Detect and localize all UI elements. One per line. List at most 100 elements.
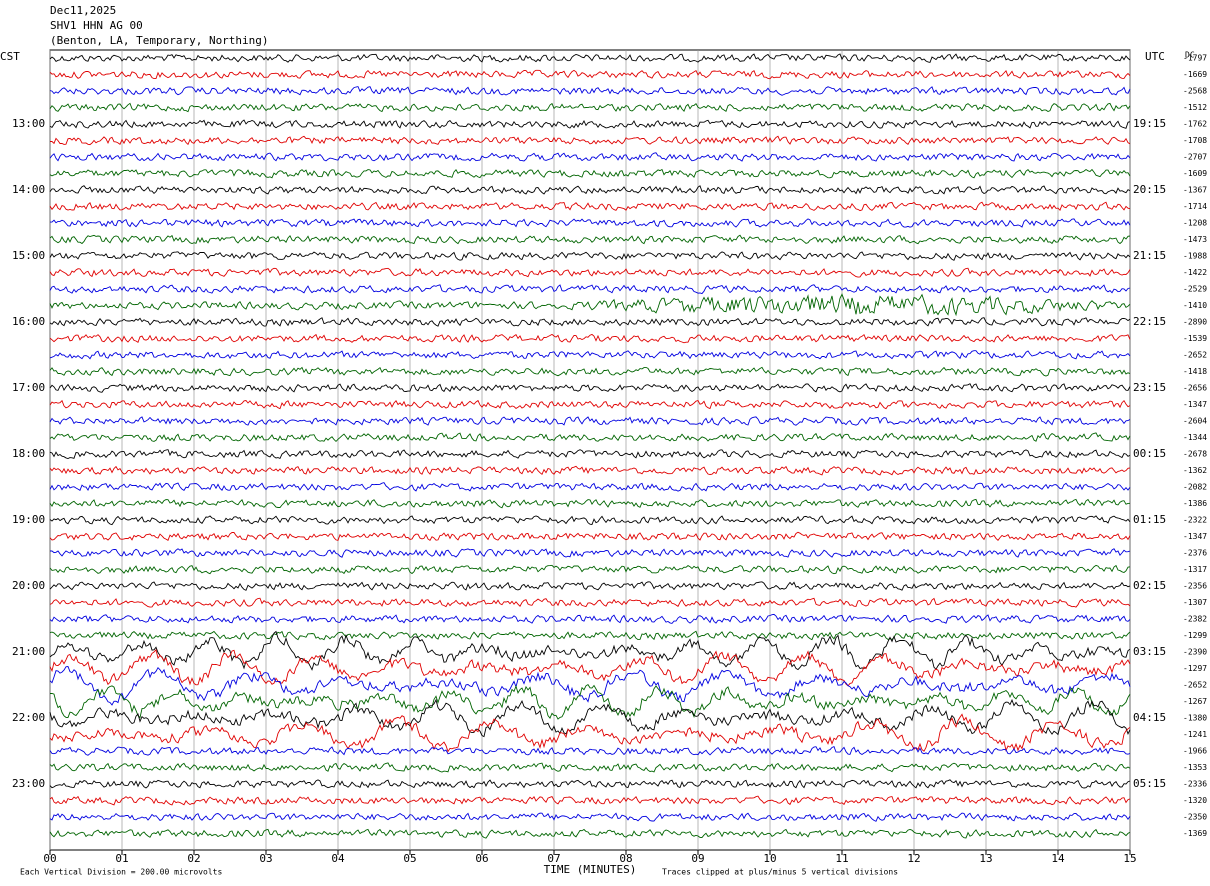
dc-offset: -2336 <box>1183 780 1207 789</box>
trace <box>49 152 1131 162</box>
dc-offset: -1418 <box>1183 367 1207 376</box>
left-time: 20:00 <box>12 579 45 592</box>
trace <box>49 399 1131 410</box>
x-tick-label: 06 <box>475 852 488 865</box>
x-tick-label: 09 <box>691 852 704 865</box>
dc-offset: -2707 <box>1183 153 1207 162</box>
dc-offset: -1539 <box>1183 334 1207 343</box>
trace <box>49 350 1131 360</box>
trace <box>49 581 1131 591</box>
grid <box>49 50 1131 855</box>
trace <box>49 498 1131 509</box>
dc-offset: -1307 <box>1183 598 1207 607</box>
trace <box>49 465 1131 476</box>
dc-offset: -1473 <box>1183 235 1207 244</box>
x-tick-label: 07 <box>547 852 560 865</box>
dc-offset: -1347 <box>1183 532 1207 541</box>
x-tick-label: 15 <box>1123 852 1136 865</box>
dc-offset: -2322 <box>1183 516 1207 525</box>
dc-offset: -1297 <box>1183 664 1207 673</box>
x-tick-label: 05 <box>403 852 416 865</box>
dc-offset: -1241 <box>1183 730 1207 739</box>
dc-offset: -1512 <box>1183 103 1207 112</box>
dc-offset: -2082 <box>1183 483 1207 492</box>
dc-offset: -2652 <box>1183 681 1207 690</box>
dc-offset: -1299 <box>1183 631 1207 640</box>
dc-offset: -2678 <box>1183 450 1207 459</box>
dc-offset: -1320 <box>1183 796 1207 805</box>
trace <box>49 812 1131 822</box>
trace <box>49 613 1131 624</box>
dc-offset: -2529 <box>1183 285 1207 294</box>
date: Dec11,2025 <box>50 4 116 17</box>
left-time: 13:00 <box>12 117 45 130</box>
dc-offset: -1208 <box>1183 219 1207 228</box>
dc-offset: -1369 <box>1183 829 1207 838</box>
trace <box>49 482 1131 492</box>
right-time: 03:15 <box>1133 645 1166 658</box>
dc-offset: -1353 <box>1183 763 1207 772</box>
right-time: 01:15 <box>1133 513 1166 526</box>
dc-offset: -1367 <box>1183 186 1207 195</box>
trace <box>49 762 1131 773</box>
trace <box>49 683 1131 720</box>
trace <box>49 630 1131 671</box>
left-time: 23:00 <box>12 777 45 790</box>
dc-offset: -1380 <box>1183 714 1207 723</box>
dc-offset: -2356 <box>1183 582 1207 591</box>
dc-offset: -1410 <box>1183 301 1207 310</box>
dc-offset: -2604 <box>1183 417 1207 426</box>
trace <box>49 630 1131 641</box>
right-time: 23:15 <box>1133 381 1166 394</box>
trace <box>49 267 1131 278</box>
trace <box>49 185 1131 195</box>
location: (Benton, LA, Temporary, Northing) <box>50 34 269 47</box>
right-time: 20:15 <box>1133 183 1166 196</box>
right-time: 00:15 <box>1133 447 1166 460</box>
x-tick-label: 00 <box>43 852 56 865</box>
dc-offset: -1422 <box>1183 268 1207 277</box>
left-time: 17:00 <box>12 381 45 394</box>
dc-offset: -1362 <box>1183 466 1207 475</box>
x-tick-label: 03 <box>259 852 272 865</box>
right-time: 22:15 <box>1133 315 1166 328</box>
dc-offset: -1708 <box>1183 136 1207 145</box>
left-time: 18:00 <box>12 447 45 460</box>
dc-offset: -2382 <box>1183 615 1207 624</box>
footer-right: Traces clipped at plus/minus 5 vertical … <box>662 868 898 877</box>
dc-offset: -2376 <box>1183 549 1207 558</box>
left-time: 16:00 <box>12 315 45 328</box>
trace <box>49 597 1131 608</box>
right-time: 02:15 <box>1133 579 1166 592</box>
trace <box>49 432 1131 443</box>
trace <box>49 69 1131 80</box>
x-tick-label: 12 <box>907 852 920 865</box>
x-tick-label: 14 <box>1051 852 1065 865</box>
trace <box>49 53 1131 63</box>
dc-offset: -1762 <box>1183 120 1207 129</box>
trace <box>49 449 1131 459</box>
dc-offset: -1797 <box>1183 54 1207 63</box>
dc-offset: -1669 <box>1183 70 1207 79</box>
trace <box>49 531 1131 542</box>
right-time: 19:15 <box>1133 117 1166 130</box>
dc-offset: -2890 <box>1183 318 1207 327</box>
trace <box>49 251 1131 261</box>
traces <box>49 53 1131 839</box>
dc-offset: -2568 <box>1183 87 1207 96</box>
trace <box>50 135 1131 146</box>
dc-offset: -1386 <box>1183 499 1207 508</box>
dc-offset: -2656 <box>1183 384 1207 393</box>
trace <box>49 293 1131 317</box>
dc-offset: -1344 <box>1183 433 1207 442</box>
left-time: 21:00 <box>12 645 45 658</box>
trace <box>49 795 1131 806</box>
dc-offset: -1267 <box>1183 697 1207 706</box>
trace <box>49 666 1131 706</box>
trace <box>50 218 1131 228</box>
trace <box>49 416 1131 426</box>
right-time: 04:15 <box>1133 711 1166 724</box>
trace <box>49 515 1131 526</box>
left-time: 22:00 <box>12 711 45 724</box>
